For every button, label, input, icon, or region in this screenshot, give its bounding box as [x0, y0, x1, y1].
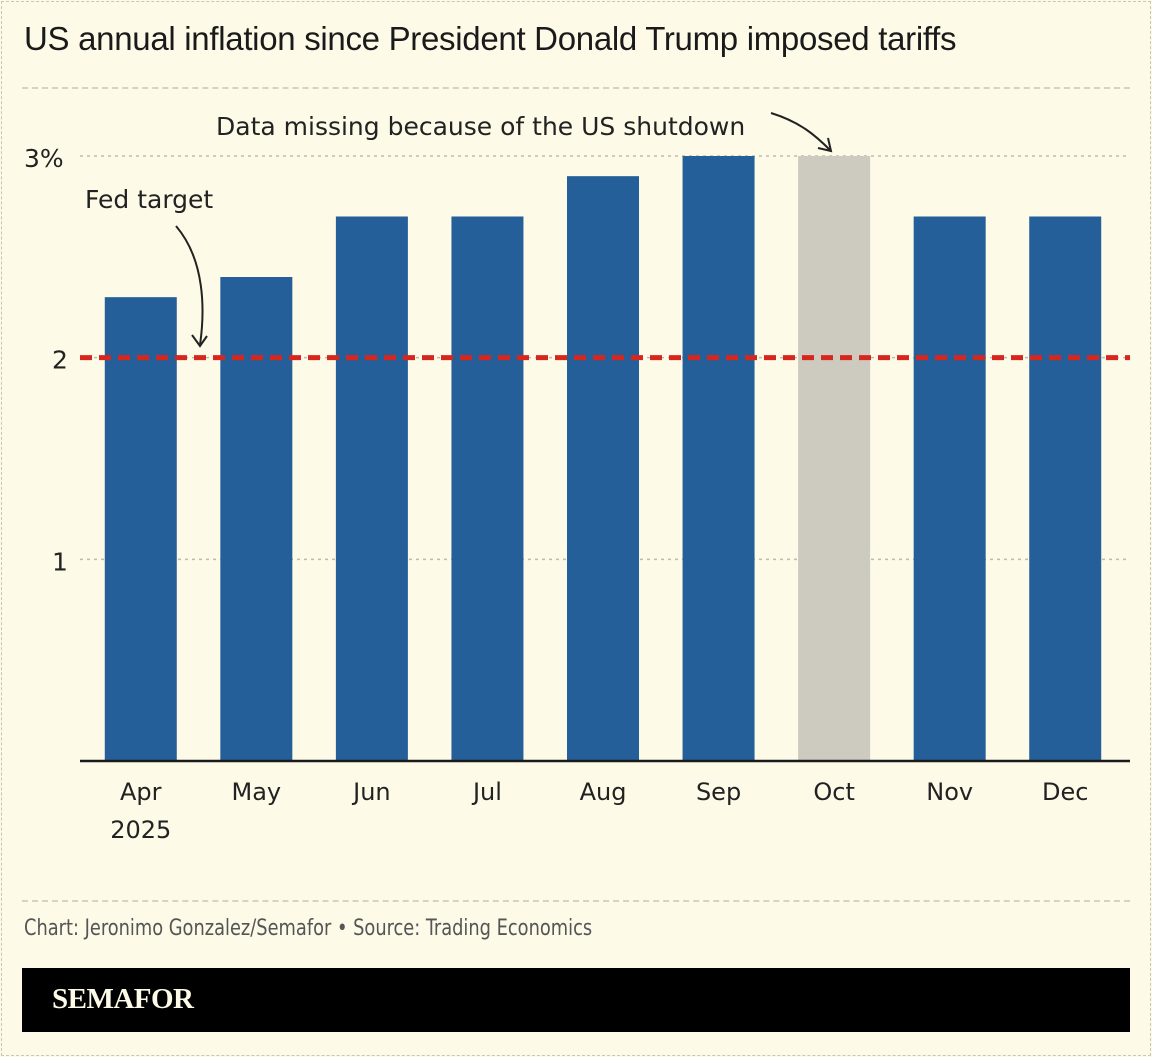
brand-bar: SEMAFOR	[22, 968, 1130, 1032]
x-tick-label: Sep	[696, 778, 741, 806]
source-note: Chart: Jeronimo Gonzalez/Semafor • Sourc…	[24, 916, 593, 941]
bar-aug	[567, 176, 639, 761]
shutdown-arrow	[770, 112, 831, 151]
fed-target-label: Fed target	[85, 185, 213, 214]
x-tick-label: Jul	[471, 778, 502, 806]
arrowhead-icon	[191, 334, 208, 348]
x-tick-label: Aug	[580, 778, 627, 806]
fed-target-arrow	[175, 225, 204, 346]
bar-dec	[1029, 216, 1102, 761]
arrowhead-icon	[817, 137, 833, 153]
bar-may	[220, 277, 293, 761]
semafor-logo: SEMAFOR	[52, 983, 194, 1015]
x-tick-label: May	[232, 778, 282, 806]
x-tick-label: Dec	[1042, 778, 1088, 806]
shutdown-annotation: Data missing because of the US shutdown	[216, 112, 745, 141]
x-tick-label: Jun	[351, 778, 391, 806]
bar-jul	[451, 216, 524, 761]
bar-jun	[335, 216, 408, 761]
bar-apr	[104, 297, 177, 761]
bar-nov	[913, 216, 986, 761]
y-tick-label: 2	[52, 346, 68, 375]
bottom-divider	[22, 900, 1130, 902]
x-tick-label: Nov	[926, 778, 973, 806]
top-divider	[22, 87, 1130, 89]
chart-title: US annual inflation since President Dona…	[24, 20, 957, 57]
bar-sep	[682, 156, 755, 761]
x-tick-label: Apr	[120, 778, 162, 806]
bar-missing-oct	[798, 156, 871, 761]
y-tick-label: 1	[52, 547, 68, 576]
x-tick-label: Oct	[813, 778, 855, 806]
y-tick-label: 3%	[24, 144, 64, 173]
x-tick-sublabel: 2025	[110, 816, 171, 844]
